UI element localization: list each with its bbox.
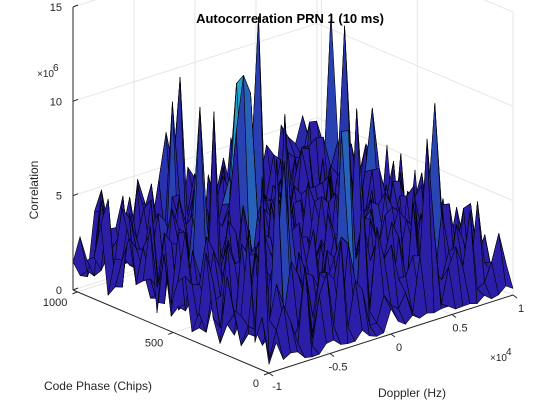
x-tick-mark [512,294,518,299]
z-tick-mark [72,287,79,291]
x-tick-mark [390,333,396,338]
z-tick-label: 5 [56,191,62,203]
x-tick-label: 0.5 [452,323,467,335]
y-tick-mark [168,331,174,335]
x-tick-label: 0 [396,342,402,354]
z-tick-label: 0 [56,285,62,297]
x-tick-mark [451,314,457,318]
x-tick-label: -1 [272,381,282,393]
grid-line [316,22,514,107]
z-tick-mark [72,98,79,102]
surface-patch [498,233,514,289]
x-tick-label: 1 [518,303,524,315]
z-tick-mark [72,193,79,197]
svg-text:×10: ×10 [490,353,507,364]
x-tick-mark [329,353,335,357]
z-tick-label: 15 [50,2,62,14]
y-tick-label: 1000 [43,297,67,309]
x-exponent-label: ×10 4 [490,347,512,364]
y-tick-label: 0 [253,378,259,390]
x-axis-label: Doppler (Hz) [378,386,446,400]
x-tick-label: -0.5 [329,362,348,374]
y-tick-mark [72,291,78,295]
correlation-surface [72,12,514,365]
svg-text:4: 4 [506,347,512,358]
svg-text:6: 6 [53,63,59,74]
y-axis-label: Code Phase (Chips) [44,379,152,393]
y-tick-mark [263,372,270,376]
x-tick-mark [268,372,274,377]
z-tick-label: 10 [50,96,62,108]
y-axis-line [72,289,270,374]
svg-text:×10: ×10 [37,69,54,80]
chart-title: Autocorrelation PRN 1 (10 ms) [196,11,384,26]
z-tick-mark [72,4,79,8]
z-axis-label: Correlation [27,161,41,220]
z-exponent-label: ×10 6 [37,63,59,80]
y-tick-label: 500 [145,337,163,349]
